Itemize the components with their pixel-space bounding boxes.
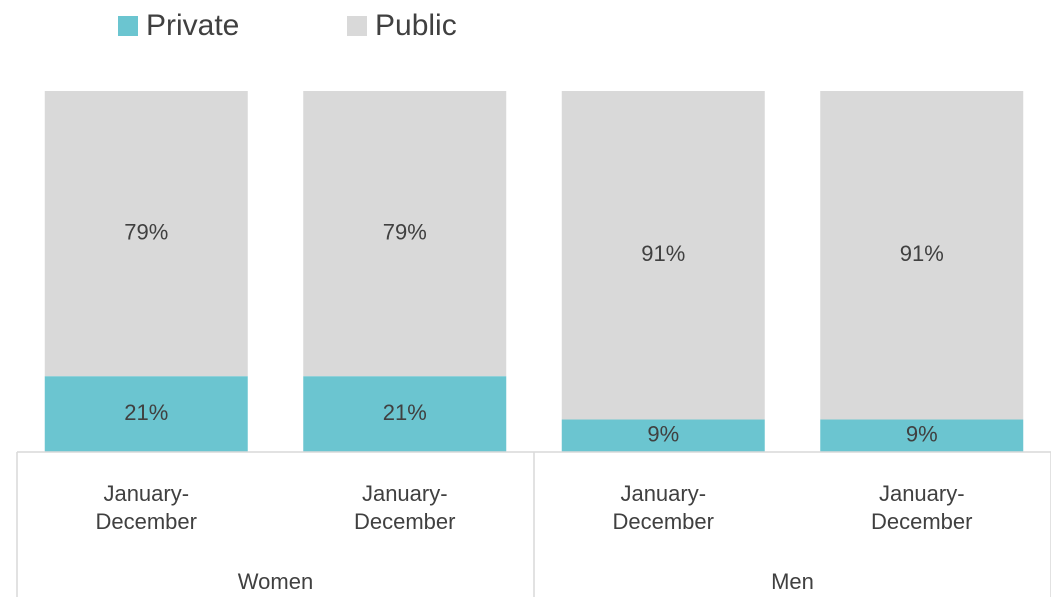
x-tick-label: January-December bbox=[871, 481, 973, 534]
bar-segment bbox=[44, 91, 248, 377]
legend-swatch bbox=[347, 16, 367, 36]
bar-segment bbox=[44, 376, 248, 452]
bar-segment bbox=[561, 419, 765, 452]
legend-swatch bbox=[118, 16, 138, 36]
value-label: 79% bbox=[383, 219, 427, 244]
legend-label: Public bbox=[375, 9, 457, 42]
value-label: 91% bbox=[900, 241, 944, 266]
x-tick-label: January-December bbox=[354, 481, 456, 534]
value-label: 21% bbox=[124, 400, 168, 425]
bar-segment bbox=[561, 91, 765, 420]
x-tick-label: January-December bbox=[612, 481, 714, 534]
bar-segment bbox=[303, 376, 507, 452]
value-label: 21% bbox=[383, 400, 427, 425]
x-tick-label: January-December bbox=[95, 481, 197, 534]
bar-segment bbox=[820, 419, 1024, 452]
legend-label: Private bbox=[146, 9, 239, 42]
value-label: 9% bbox=[647, 422, 679, 447]
value-label: 91% bbox=[641, 241, 685, 266]
group-label: Men bbox=[771, 569, 814, 594]
group-label: Women bbox=[237, 569, 314, 594]
value-label: 79% bbox=[124, 219, 168, 244]
value-label: 9% bbox=[906, 422, 938, 447]
bar-segment bbox=[303, 91, 507, 377]
bar-segment bbox=[820, 91, 1024, 420]
